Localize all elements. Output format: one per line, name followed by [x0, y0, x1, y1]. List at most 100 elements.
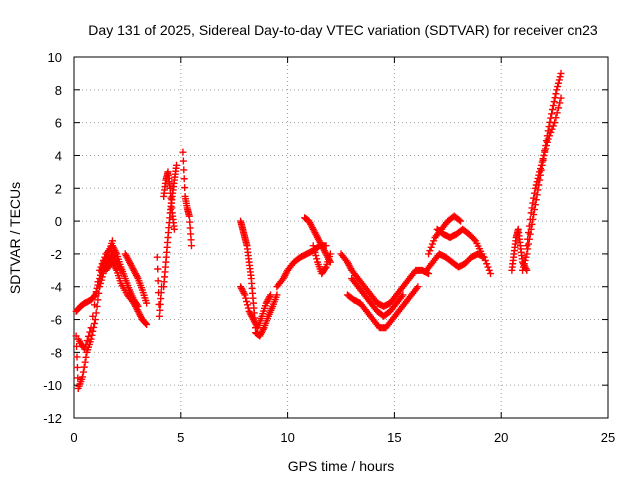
interp-point [455, 216, 463, 224]
data-point [557, 94, 565, 102]
data-point [523, 242, 531, 250]
interp-point [311, 248, 319, 256]
interp-point [530, 194, 538, 202]
interp-point [553, 109, 561, 117]
interp-point [73, 353, 81, 361]
interp-point [539, 155, 547, 163]
data-point [487, 270, 495, 278]
x-tick-label: 10 [280, 430, 294, 445]
interp-point [142, 319, 150, 327]
interp-point [531, 189, 539, 197]
data-point [173, 161, 181, 169]
interp-point [82, 353, 90, 361]
interp-point [312, 252, 320, 260]
interp-point [554, 83, 562, 91]
interp-point [81, 358, 89, 366]
data-point [326, 250, 334, 258]
y-tick-label: -4 [50, 280, 62, 295]
y-tick-label: -2 [50, 247, 62, 262]
interp-point [313, 255, 321, 263]
interp-point [92, 309, 100, 317]
data-point [540, 151, 548, 159]
data-point [87, 324, 95, 332]
x-axis-label: GPS time / hours [288, 458, 395, 474]
interp-point [73, 363, 81, 371]
data-point [96, 283, 104, 291]
interp-point [94, 296, 102, 304]
interp-point [481, 256, 489, 264]
interp-point [522, 253, 530, 261]
interp-point [550, 98, 558, 106]
data-point [399, 291, 407, 299]
interp-point [534, 174, 542, 182]
data-point [273, 291, 281, 299]
interp-point [154, 277, 162, 285]
interp-point [74, 374, 82, 382]
y-tick-label: -10 [43, 378, 62, 393]
y-tick-label: 10 [48, 50, 62, 65]
interp-point [180, 175, 188, 183]
x-tick-label: 15 [387, 430, 401, 445]
interp-point [242, 294, 250, 302]
data-point [153, 253, 161, 261]
interp-point [542, 142, 550, 150]
interp-point [525, 240, 533, 248]
interp-point [426, 247, 434, 255]
interp-point [83, 337, 91, 345]
x-tick-label: 20 [494, 430, 508, 445]
interp-point [543, 138, 551, 146]
data-point [79, 373, 87, 381]
data-point [531, 184, 539, 192]
interp-point [519, 263, 527, 271]
data-point [548, 106, 556, 114]
interp-point [99, 256, 107, 264]
interp-point [524, 245, 532, 253]
data-point [81, 345, 89, 353]
interp-point [554, 79, 562, 87]
y-tick-label: -6 [50, 313, 62, 328]
points-layer [72, 69, 565, 392]
interp-point [555, 76, 563, 84]
data-point [143, 299, 151, 307]
interp-point [528, 204, 536, 212]
interp-point [525, 222, 533, 230]
data-point [457, 217, 465, 225]
interp-point [547, 128, 555, 136]
interp-point [180, 166, 188, 174]
data-point [553, 86, 561, 94]
interp-point [186, 224, 194, 232]
data-point [155, 312, 163, 320]
interp-point [548, 110, 556, 118]
interp-point [98, 273, 106, 281]
interp-point [549, 102, 557, 110]
interp-point [533, 178, 541, 186]
interp-point [97, 263, 105, 271]
interp-point [556, 99, 564, 107]
interp-point [94, 278, 102, 286]
interp-point [541, 148, 549, 156]
interp-point [82, 341, 90, 349]
data-point [544, 135, 552, 143]
x-tick-label: 5 [177, 430, 184, 445]
interp-point [91, 319, 99, 327]
interp-point [524, 235, 532, 243]
data-point [519, 266, 527, 274]
x-tick-label: 0 [70, 430, 77, 445]
y-tick-label: 8 [55, 83, 62, 98]
interp-point [243, 297, 251, 305]
interp-point [552, 90, 560, 98]
interp-point [551, 94, 559, 102]
interp-point [157, 289, 165, 297]
interp-point [157, 295, 165, 303]
interp-point [526, 215, 534, 223]
data-point [143, 320, 151, 328]
interp-point [525, 229, 533, 237]
interp-point [154, 265, 162, 273]
interp-point [538, 158, 546, 166]
interp-point [552, 114, 560, 122]
interp-point [427, 243, 435, 251]
interp-point [187, 230, 195, 238]
interp-point [156, 306, 164, 314]
interp-point [79, 368, 87, 376]
interp-point [243, 301, 251, 309]
